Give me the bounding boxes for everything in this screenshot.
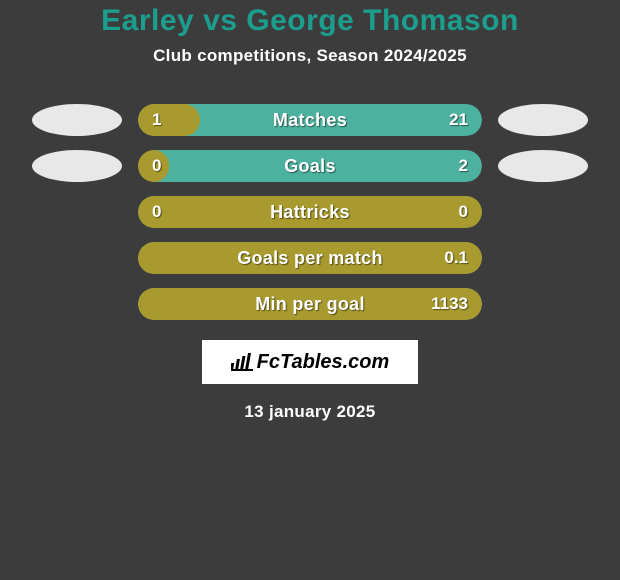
logo: FcTables.com	[231, 351, 390, 374]
bar-chart-icon	[231, 353, 253, 371]
stat-rows: 121Matches 02Goals 00Hattricks 0.1Goals per…	[0, 104, 620, 320]
stat-bar: 1133Min per goal	[138, 288, 482, 320]
bar-label: Matches	[138, 104, 482, 136]
bar-label: Min per goal	[138, 288, 482, 320]
stat-row: 0.1Goals per match	[0, 242, 620, 274]
bar-label: Hattricks	[138, 196, 482, 228]
stat-row: 121Matches	[0, 104, 620, 136]
comparison-widget: Earley vs George Thomason Club competiti…	[0, 0, 620, 422]
bar-label: Goals	[138, 150, 482, 182]
stat-row: 1133Min per goal	[0, 288, 620, 320]
date-text: 13 january 2025	[0, 402, 620, 422]
stat-bar: 02Goals	[138, 150, 482, 182]
player-right-marker	[498, 104, 588, 136]
stat-bar: 0.1Goals per match	[138, 242, 482, 274]
subtitle: Club competitions, Season 2024/2025	[0, 46, 620, 66]
stat-bar: 121Matches	[138, 104, 482, 136]
bar-label: Goals per match	[138, 242, 482, 274]
stat-bar: 00Hattricks	[138, 196, 482, 228]
page-title: Earley vs George Thomason	[0, 4, 620, 38]
logo-box[interactable]: FcTables.com	[202, 340, 418, 384]
stat-row: 02Goals	[0, 150, 620, 182]
player-right-marker	[498, 150, 588, 182]
stat-row: 00Hattricks	[0, 196, 620, 228]
player-left-marker	[32, 150, 122, 182]
player-left-marker	[32, 104, 122, 136]
logo-text: FcTables.com	[257, 351, 390, 374]
